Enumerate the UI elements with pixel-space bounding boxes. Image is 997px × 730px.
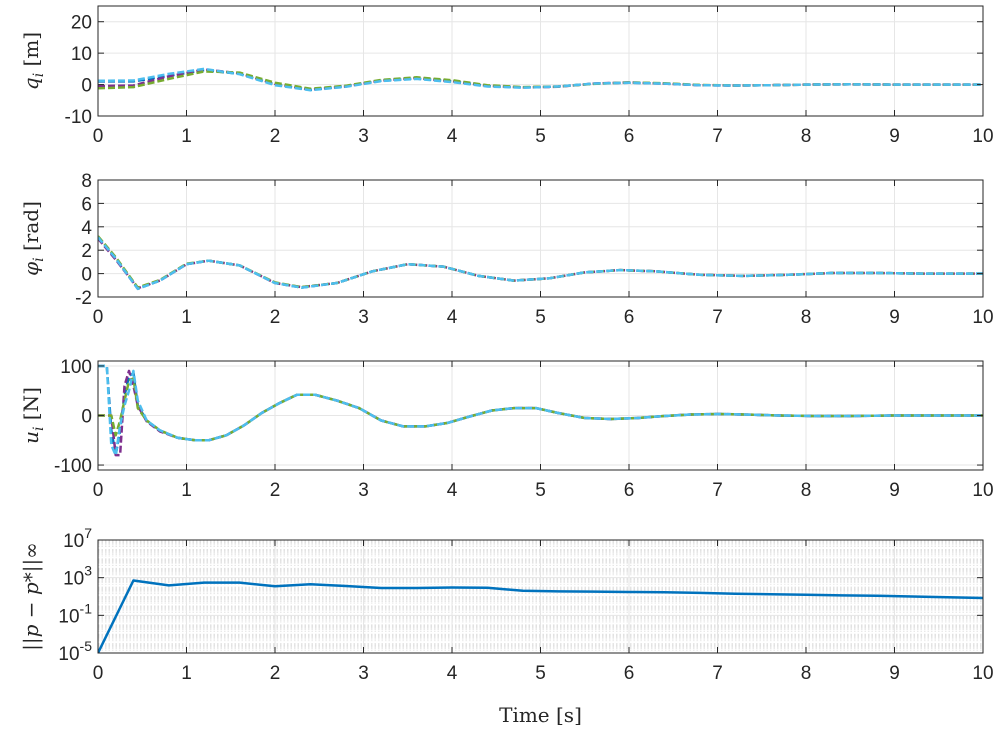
x-tick-label: 5 bbox=[535, 307, 546, 328]
x-tick-label: 1 bbox=[181, 480, 192, 501]
x-tick-label: 8 bbox=[801, 307, 812, 328]
x-tick-label: 6 bbox=[624, 480, 635, 501]
x-axis-label: Time [s] bbox=[499, 703, 582, 727]
y-tick-label: 8 bbox=[81, 171, 92, 192]
x-tick-label: 3 bbox=[358, 480, 369, 501]
x-tick-label: 9 bbox=[889, 307, 900, 328]
y-axis-label: ui [N] bbox=[19, 387, 47, 444]
x-tick-label: 4 bbox=[447, 663, 458, 684]
x-tick-label: 0 bbox=[93, 480, 104, 501]
x-tick-label: 5 bbox=[535, 663, 546, 684]
y-tick-label: 100 bbox=[60, 357, 92, 378]
y-tick-label: -100 bbox=[54, 456, 92, 477]
x-tick-label: 3 bbox=[358, 307, 369, 328]
x-tick-label: 5 bbox=[535, 480, 546, 501]
x-tick-label: 6 bbox=[624, 663, 635, 684]
x-tick-label: 9 bbox=[889, 480, 900, 501]
series-line-3 bbox=[98, 364, 983, 457]
x-tick-label: 9 bbox=[889, 126, 900, 147]
x-tick-label: 7 bbox=[712, 480, 723, 501]
x-tick-label: 0 bbox=[93, 307, 104, 328]
y-tick-label: 10-5 bbox=[58, 638, 92, 665]
subplot-norm: 0 1 2 3 4 5 6 7 8 9 10 10-5 10-1 103 107 ||p − p*||∞ Tim… bbox=[19, 525, 994, 727]
x-tick-label: 0 bbox=[93, 126, 104, 147]
y-tick-label: 10 bbox=[71, 44, 92, 65]
x-tick-label: 6 bbox=[624, 307, 635, 328]
x-tick-label: 5 bbox=[535, 126, 546, 147]
x-tick-label: 7 bbox=[712, 663, 723, 684]
y-tick-label: 0 bbox=[81, 407, 92, 428]
x-tick-label: 3 bbox=[358, 126, 369, 147]
x-tick-label: 9 bbox=[889, 663, 900, 684]
series-line-3 bbox=[98, 236, 983, 291]
y-tick-label: 0 bbox=[81, 76, 92, 97]
y-tick-label: 10-1 bbox=[58, 600, 92, 627]
x-tick-label: 0 bbox=[93, 663, 104, 684]
x-tick-label: 8 bbox=[801, 480, 812, 501]
x-tick-label: 7 bbox=[712, 307, 723, 328]
x-tick-label: 1 bbox=[181, 126, 192, 147]
x-tick-label: 10 bbox=[972, 307, 993, 328]
x-tick-label: 3 bbox=[358, 663, 369, 684]
x-tick-label: 10 bbox=[972, 126, 993, 147]
x-tick-label: 6 bbox=[624, 126, 635, 147]
y-tick-label: -10 bbox=[65, 107, 92, 128]
y-axis-label: qi [m] bbox=[19, 32, 47, 90]
y-tick-label: 4 bbox=[81, 218, 92, 239]
y-tick-label: -2 bbox=[75, 288, 92, 309]
x-tick-label: 2 bbox=[270, 480, 281, 501]
x-tick-label: 8 bbox=[801, 663, 812, 684]
y-tick-label: 2 bbox=[81, 241, 92, 262]
x-tick-label: 4 bbox=[447, 307, 458, 328]
y-tick-label: 0 bbox=[81, 265, 92, 286]
series-line-0 bbox=[98, 579, 983, 653]
x-tick-label: 10 bbox=[972, 663, 993, 684]
x-tick-label: 2 bbox=[270, 126, 281, 147]
y-axis-label: ||p − p*||∞ bbox=[19, 542, 44, 651]
x-tick-label: 2 bbox=[270, 663, 281, 684]
x-tick-label: 8 bbox=[801, 126, 812, 147]
y-tick-label: 103 bbox=[63, 563, 92, 590]
x-tick-label: 2 bbox=[270, 307, 281, 328]
x-tick-label: 7 bbox=[712, 126, 723, 147]
y-tick-label: 6 bbox=[81, 194, 92, 215]
y-tick-label: 107 bbox=[63, 525, 92, 552]
x-tick-label: 4 bbox=[447, 480, 458, 501]
x-tick-label: 4 bbox=[447, 126, 458, 147]
x-tick-label: 10 bbox=[972, 480, 993, 501]
x-tick-label: 1 bbox=[181, 307, 192, 328]
x-tick-label: 1 bbox=[181, 663, 192, 684]
y-axis-label: φi [rad] bbox=[19, 201, 47, 276]
y-tick-label: 20 bbox=[71, 13, 92, 34]
series-line-3 bbox=[98, 67, 983, 92]
